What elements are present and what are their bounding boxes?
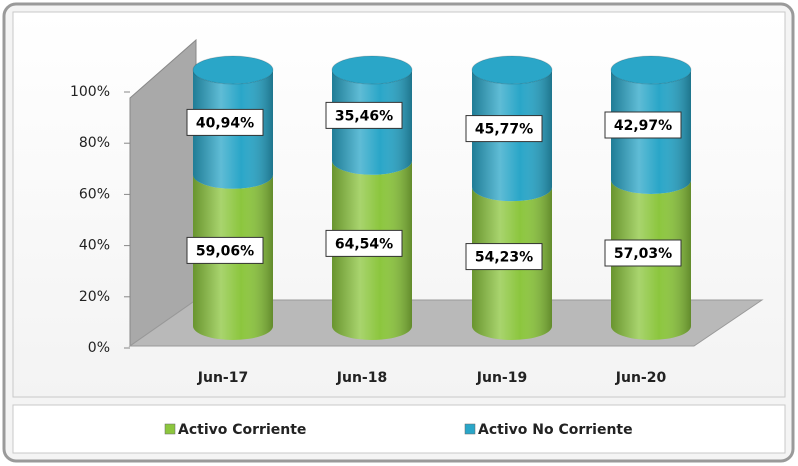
value-label: 64,54% [335, 236, 393, 252]
cylinder-top [471, 55, 553, 85]
value-label: 54,23% [475, 250, 533, 266]
floor [128, 299, 764, 347]
y-tick-label: 80% [79, 135, 110, 151]
value-label: 35,46% [335, 108, 393, 124]
x-tick-label: Jun-19 [476, 370, 527, 386]
cylinder-top [331, 55, 413, 85]
legend-label: Activo No Corriente [478, 422, 633, 438]
value-label: 59,06% [196, 243, 254, 259]
value-label: 40,94% [196, 115, 254, 131]
cylinder-top [192, 55, 274, 85]
x-tick-label: Jun-20 [615, 370, 667, 386]
legend-frame [12, 404, 786, 454]
value-label: 57,03% [614, 246, 672, 262]
y-tick-label: 40% [79, 238, 110, 254]
x-tick-label: Jun-18 [336, 370, 387, 386]
value-label-box [465, 243, 543, 271]
legend-label: Activo Corriente [178, 422, 306, 438]
y-tick-label: 100% [70, 84, 110, 100]
legend-swatch [164, 423, 176, 435]
value-label: 42,97% [614, 118, 672, 134]
value-label-box [604, 239, 682, 267]
value-label-box [465, 115, 543, 143]
y-tick-label: 0% [88, 340, 110, 356]
value-label-box [604, 111, 682, 139]
value-label-box [186, 236, 264, 264]
value-label-box [325, 229, 403, 257]
cylinder-top [610, 55, 692, 85]
legend-swatch [464, 423, 476, 435]
y-tick-label: 20% [79, 289, 110, 305]
x-tick-label: Jun-17 [197, 370, 248, 386]
value-label: 45,77% [475, 122, 533, 138]
y-tick-label: 60% [79, 186, 110, 202]
value-label-box [325, 101, 403, 129]
value-label-box [186, 108, 264, 136]
